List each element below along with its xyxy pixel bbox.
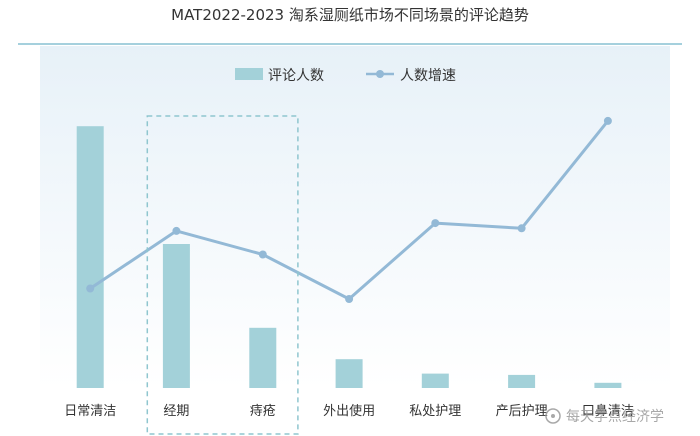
x-tick-label-6: 口鼻清洁 [582, 403, 634, 419]
growth-point-0 [86, 284, 95, 293]
x-tick-label-2: 痔疮 [250, 403, 276, 419]
legend-bar-swatch [235, 68, 263, 80]
x-tick-label-3: 外出使用 [323, 403, 375, 419]
plot-background [40, 46, 670, 388]
weibo-icon-dot [551, 414, 555, 418]
growth-point-1 [172, 226, 181, 235]
bar-1 [162, 244, 190, 388]
bar-5 [508, 374, 536, 388]
bar-2 [249, 327, 277, 388]
watermark: 每天学点经济学 [545, 408, 664, 425]
bar-4 [421, 373, 449, 388]
bar-0 [76, 126, 104, 388]
x-tick-label-0: 日常清洁 [64, 404, 116, 419]
x-tick-labels: 日常清洁 经期 痔疮 外出使用 私处护理 产后护理 口鼻清洁 [64, 403, 634, 419]
growth-point-6 [603, 116, 612, 125]
legend-bar-label: 评论人数 [268, 68, 324, 84]
growth-point-4 [431, 219, 440, 228]
legend-line-marker [376, 70, 384, 78]
highlight-group [146, 115, 299, 435]
chart-title: MAT2022-2023 淘系湿厕纸市场不同场景的评论趋势 [171, 6, 529, 24]
growth-point-5 [517, 224, 526, 233]
watermark-text: 每天学点经济学 [566, 409, 664, 425]
bar-6 [594, 382, 622, 388]
bars-group [76, 126, 622, 388]
legend-line-label: 人数增速 [400, 68, 456, 84]
highlight-box [146, 115, 299, 435]
x-tick-label-1: 经期 [163, 404, 189, 419]
x-tick-label-5: 产后护理 [496, 404, 548, 419]
legend: 评论人数 人数增速 [235, 68, 456, 84]
line-group [86, 116, 612, 303]
growth-point-2 [258, 250, 267, 259]
weibo-icon [545, 408, 561, 424]
bar-3 [335, 359, 363, 388]
growth-point-3 [345, 295, 354, 303]
x-tick-label-4: 私处护理 [409, 404, 461, 419]
